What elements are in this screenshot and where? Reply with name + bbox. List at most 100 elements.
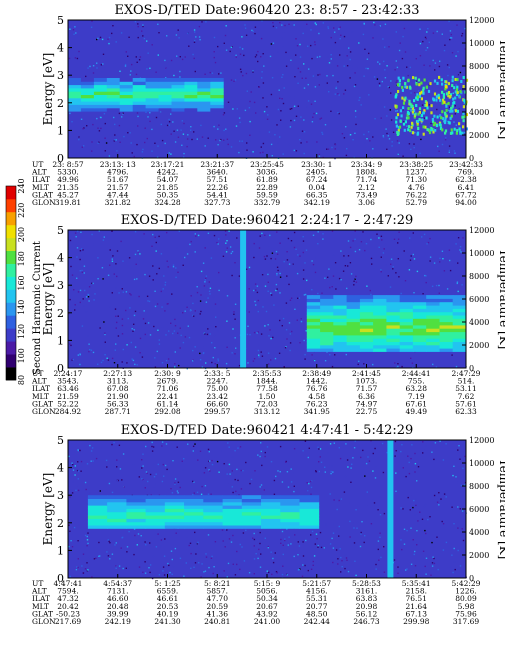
noise-pixel [414,514,417,516]
table-cell: 21.57 [107,183,129,192]
noise-pixel [395,81,397,84]
band-cell [439,311,454,316]
band-cell [241,511,262,516]
band-cell [241,508,262,513]
noise-pixel [344,475,347,478]
noise-pixel [295,115,298,117]
y-tick-label: 0 [57,572,64,585]
band-cell [197,87,211,92]
noise-pixel [247,362,249,364]
noise-pixel [367,242,370,244]
noise-pixel [71,546,74,548]
noise-pixel [344,360,346,362]
noise-pixel [114,123,116,126]
noise-pixel [276,253,279,255]
noise-pixel [69,262,72,264]
noise-pixel [455,243,457,245]
noise-pixel [70,72,72,74]
noise-pixel [281,481,284,483]
noise-pixel [143,233,145,235]
band-cell [426,344,440,349]
noise-pixel [429,516,431,518]
band-cell [346,321,361,326]
table-cell: 39.99 [107,609,129,618]
noise-pixel [392,268,394,270]
noise-pixel [175,267,177,269]
noise-pixel [324,471,326,473]
noise-pixel [450,37,453,39]
noise-pixel [226,247,228,249]
noise-pixel [336,65,339,67]
noise-pixel [284,24,286,27]
noise-pixel [214,456,217,458]
noise-pixel [266,255,268,257]
noise-pixel [358,456,360,458]
noise-pixel [381,237,383,239]
table-cell: 61.89 [256,175,278,184]
noise-pixel [425,121,427,123]
noise-pixel [157,54,159,56]
noise-pixel [286,471,289,473]
noise-pixel [351,31,354,33]
noise-pixel [174,325,177,327]
noise-pixel [75,244,77,247]
noise-pixel [454,568,456,571]
patch-cell [401,85,404,89]
noise-pixel [186,127,188,129]
noise-pixel [456,24,458,26]
noise-pixel [459,109,461,111]
patch-cell [409,102,412,106]
band-cell [439,318,454,323]
noise-pixel [352,282,355,285]
patch-cell [411,104,414,108]
noise-pixel [333,544,336,546]
band-cell [280,518,300,523]
noise-pixel [366,285,368,287]
noise-pixel [402,35,404,38]
noise-pixel [199,313,201,315]
noise-pixel [356,527,358,529]
noise-pixel [191,138,193,141]
band-cell [126,495,147,499]
noise-pixel [267,281,269,283]
noise-pixel [120,32,123,34]
noise-pixel [299,255,301,257]
table-row-label: GLAT [32,190,53,199]
noise-pixel [207,328,209,330]
noise-pixel [378,559,380,561]
noise-pixel [293,269,295,271]
patch-cell [430,104,433,108]
noise-pixel [308,447,310,449]
noise-pixel [456,282,458,285]
noise-pixel [207,232,210,234]
noise-pixel [224,34,227,37]
noise-pixel [397,258,399,260]
noise-pixel [337,558,339,560]
noise-pixel [460,484,463,487]
band-cell [203,521,223,526]
noise-pixel [153,486,155,488]
noise-pixel [116,346,118,348]
noise-pixel [78,524,80,526]
band-cell [145,78,159,82]
noise-pixel [147,480,149,483]
patch-cell [408,85,411,89]
noise-pixel [274,357,277,360]
table-cell: 3036. [256,168,277,177]
noise-pixel [111,357,114,360]
noise-pixel [377,548,379,551]
noise-pixel [125,51,127,53]
noise-pixel [144,487,146,489]
noise-pixel [355,123,357,126]
colorbar-tick-label: 140 [17,300,26,315]
noise-pixel [339,54,341,56]
noise-pixel [367,131,370,133]
noise-pixel [253,538,256,541]
band-cell [93,91,108,95]
noise-pixel [357,67,359,69]
noise-pixel [257,349,260,352]
noise-pixel [230,252,232,255]
band-cell [106,91,121,95]
band-cell [68,81,82,86]
noise-pixel [435,234,438,237]
